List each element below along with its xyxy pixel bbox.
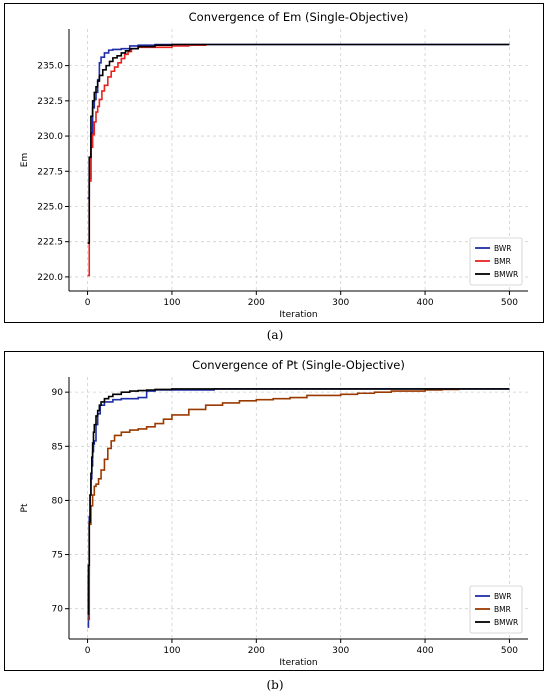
x-tick-label: 300 xyxy=(332,646,349,656)
y-tick-label: 225.0 xyxy=(37,202,63,212)
x-tick-label: 500 xyxy=(501,298,518,308)
figure-panel-b: 0 100 200 300 400 500 70 75 80 85 90 Convergence of… xyxy=(4,351,544,671)
legend-label-bmwr: BMWR xyxy=(494,270,518,279)
y-tick-label: 222.5 xyxy=(37,238,63,248)
figure-panel-a: 0 100 200 300 400 500 220.0 222.5 225.0 227.5 230.… xyxy=(4,3,544,323)
chart-title: Convergence of Em (Single-Objective) xyxy=(189,10,409,24)
y-tick-label: 85 xyxy=(52,442,63,452)
series-line-bwr xyxy=(87,388,510,628)
legend-label-bwr: BWR xyxy=(494,592,512,601)
y-tick-label: 232.5 xyxy=(37,97,63,107)
x-tick-label: 100 xyxy=(163,298,180,308)
x-tick-label: 100 xyxy=(163,646,180,656)
x-tick-label: 0 xyxy=(85,298,91,308)
y-tick-label: 70 xyxy=(52,605,64,615)
y-tick-label: 90 xyxy=(52,388,64,398)
series-line-bmr xyxy=(87,388,460,621)
y-tick-label: 80 xyxy=(52,496,64,506)
series-line-bwr xyxy=(87,43,510,199)
series-line-bmwr xyxy=(87,388,510,615)
chart-pt-convergence: 0 100 200 300 400 500 70 75 80 85 90 Convergence of… xyxy=(20,358,528,668)
caption-a: (a) xyxy=(266,328,284,342)
y-tick-label: 227.5 xyxy=(37,167,63,177)
y-axis-label: Em xyxy=(20,153,30,167)
series-line-bmwr xyxy=(87,43,510,244)
legend-label-bwr: BWR xyxy=(494,244,512,253)
legend-label-bmwr: BMWR xyxy=(494,618,518,627)
x-tick-label: 200 xyxy=(248,298,265,308)
x-tick-label: 500 xyxy=(501,646,518,656)
x-axis-label: Iteration xyxy=(279,658,317,668)
y-tick-label: 75 xyxy=(52,551,63,561)
y-axis-label: Pt xyxy=(20,503,30,512)
x-tick-label: 200 xyxy=(248,646,265,656)
caption-b: (b) xyxy=(266,678,284,692)
chart-title: Convergence of Pt (Single-Objective) xyxy=(192,358,405,372)
series-line-bmr xyxy=(87,44,207,277)
x-axis-label: Iteration xyxy=(279,310,317,320)
x-tick-label: 0 xyxy=(85,646,91,656)
legend-label-bmr: BMR xyxy=(494,257,511,266)
y-tick-label: 235.0 xyxy=(37,62,63,72)
y-tick-label: 220.0 xyxy=(37,273,63,283)
x-tick-label: 400 xyxy=(416,298,433,308)
legend-label-bmr: BMR xyxy=(494,605,511,614)
y-tick-label: 230.0 xyxy=(37,132,63,142)
x-tick-label: 400 xyxy=(416,646,433,656)
chart-em-convergence: 0 100 200 300 400 500 220.0 222.5 225.0 227.5 230.… xyxy=(20,10,528,320)
x-tick-label: 300 xyxy=(332,298,349,308)
